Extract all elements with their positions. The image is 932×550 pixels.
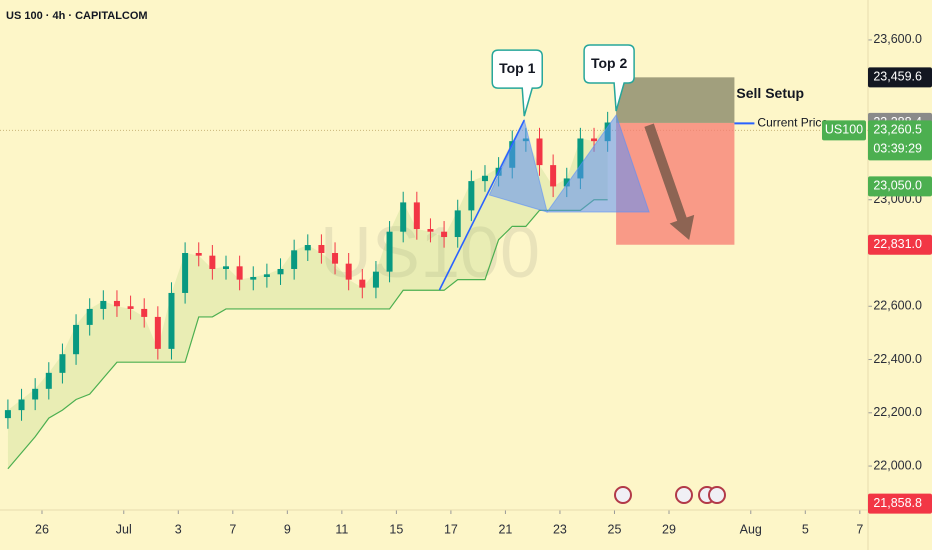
price-tag [868,176,932,197]
candle-body [73,324,80,355]
y-tick-label: 22,000.0 [873,458,922,472]
symbol-tag [822,120,866,141]
candle-body [441,231,448,238]
x-tick-label: 3 [175,522,182,536]
stop-zone [616,77,735,123]
candle-body [372,271,379,288]
current-price-tag [868,120,932,161]
x-tick-label: 11 [335,522,348,536]
candle-body [182,253,189,293]
x-tick-label: 26 [35,522,49,536]
chart-title: US 100 · 4h · CAPITALCOM [6,10,148,22]
candle-body [427,229,434,232]
x-tick-label: 5 [802,522,809,536]
candle-body [263,274,270,277]
candle-body [141,308,148,317]
support-line [7,199,608,470]
candle-body [536,138,543,166]
event-icon [614,486,632,504]
current-price-text: Current Price [757,116,828,130]
sell-setup-label: Sell Setup [736,85,804,101]
candle-body [209,255,216,269]
trendline [438,119,525,291]
x-tick-label: 9 [284,522,291,536]
candle-body [168,292,175,349]
candle-body [563,178,570,187]
x-tick-label: 7 [229,522,236,536]
candle-body [386,231,393,272]
candle-body [454,210,461,238]
x-tick-label: 21 [498,522,512,536]
countdown-label: 03:39:29 [873,142,922,156]
candle-body [250,276,257,280]
candle-body [413,202,420,230]
candle-body [291,250,298,269]
event-icons [614,486,726,504]
candle-body [277,268,284,275]
y-tick-label: 22,400.0 [873,352,922,366]
candle-body [577,138,584,179]
candle-body [4,410,11,419]
candle-body [195,253,202,256]
candle-body [100,300,107,309]
x-tick-label: 29 [662,522,676,536]
callout-text: Top 1 [499,60,536,76]
event-icon [675,486,693,504]
event-icon [708,486,726,504]
pattern-triangle [546,113,650,213]
candle-body [345,263,352,280]
price-tag [868,67,932,88]
y-tick-label: 23,600.0 [873,32,922,46]
candle-body [468,181,475,211]
current-price-tag-label: 23,260.5 [873,123,922,137]
candle-body [127,306,134,309]
x-tick-label: Jul [116,522,132,536]
x-tick-label: 25 [608,522,622,536]
annotation-layer: Sell Setup Top 1 Top 2 Current Price [438,44,828,291]
candle-body [236,266,243,280]
pattern-triangle [488,118,548,213]
candle-body [154,316,161,349]
candle-body [86,308,93,325]
price-tag [868,493,932,514]
candle-body [32,388,39,400]
candle-body [550,165,557,187]
x-tick-label: Aug [740,522,762,536]
symbol-tag-label: US100 [825,123,863,137]
candle-body [481,175,488,182]
candle-body [18,399,25,411]
plot-layer [4,77,735,470]
target-arrow [644,123,695,240]
candle-body [359,279,366,288]
candle-body [45,372,52,389]
candle-body [59,354,66,373]
candle-body [400,202,407,232]
price-tag-label: 21,858.8 [873,496,922,510]
candle-body [222,266,229,269]
callout-bubble [491,49,543,117]
candle-body [304,245,311,251]
support-fill [7,122,608,469]
y-tick-label: 22,600.0 [873,299,922,313]
x-tick-label: 7 [856,522,863,536]
candle-body [332,253,339,264]
x-tick-label: 15 [389,522,403,536]
x-tick-label: 17 [444,522,458,536]
candle-body [591,138,598,142]
x-tick-label: 23 [553,522,567,536]
price-tag [868,234,932,255]
y-tick-label: 22,200.0 [873,405,922,419]
candle-body [113,300,120,307]
price-tag-label: 22,831.0 [873,237,922,251]
callout-bubble [583,44,635,112]
candle-body [318,245,325,254]
price-tag-label: 23,459.6 [873,70,922,84]
price-tag-label: 23,050.0 [873,179,922,193]
callout-text: Top 2 [591,55,628,71]
